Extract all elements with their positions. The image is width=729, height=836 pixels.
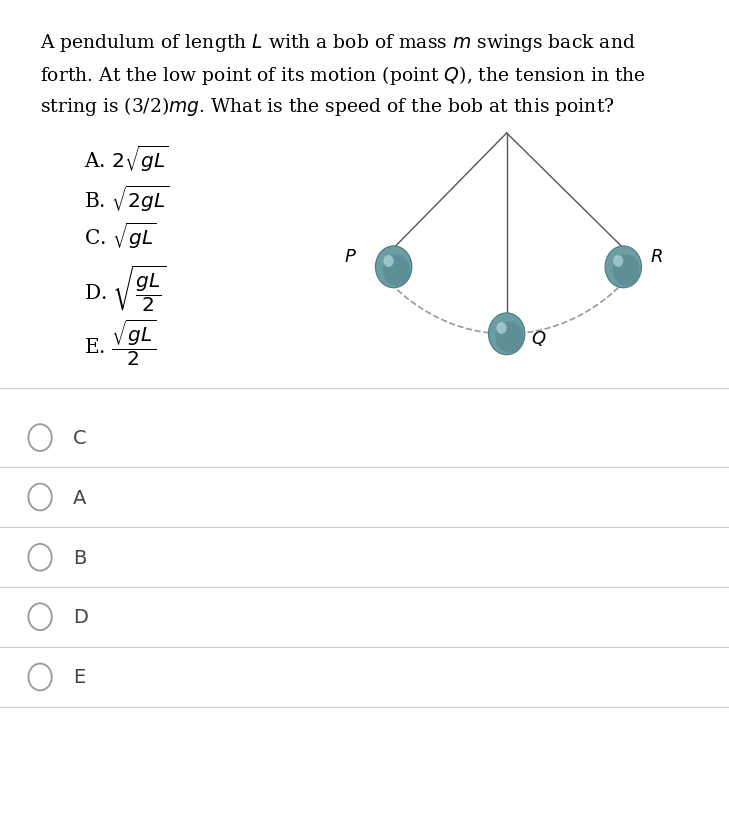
- Text: A: A: [73, 488, 86, 507]
- Circle shape: [383, 255, 410, 286]
- Text: forth. At the low point of its motion (point $Q$), the tension in the: forth. At the low point of its motion (p…: [40, 64, 646, 86]
- Text: A. $2\sqrt{gL}$: A. $2\sqrt{gL}$: [84, 144, 168, 174]
- Text: D. $\sqrt{\dfrac{gL}{2}}$: D. $\sqrt{\dfrac{gL}{2}}$: [84, 263, 166, 314]
- Text: C: C: [73, 429, 87, 447]
- Circle shape: [496, 322, 523, 354]
- Text: A pendulum of length $L$ with a bob of mass $m$ swings back and: A pendulum of length $L$ with a bob of m…: [40, 32, 636, 54]
- Text: D: D: [73, 608, 87, 626]
- Circle shape: [488, 314, 525, 355]
- Text: E. $\dfrac{\sqrt{gL}}{2}$: E. $\dfrac{\sqrt{gL}}{2}$: [84, 318, 156, 368]
- Text: E: E: [73, 668, 85, 686]
- Circle shape: [383, 256, 394, 268]
- Text: B. $\sqrt{2gL}$: B. $\sqrt{2gL}$: [84, 184, 169, 214]
- Circle shape: [375, 247, 412, 288]
- Circle shape: [612, 255, 640, 286]
- Circle shape: [605, 247, 642, 288]
- Text: C. $\sqrt{gL}$: C. $\sqrt{gL}$: [84, 221, 157, 251]
- Text: $Q$: $Q$: [531, 329, 546, 348]
- Circle shape: [613, 256, 623, 268]
- Text: string is (3/2)$mg$. What is the speed of the bob at this point?: string is (3/2)$mg$. What is the speed o…: [40, 95, 615, 118]
- Circle shape: [496, 323, 507, 334]
- Text: $P$: $P$: [344, 248, 357, 266]
- Text: B: B: [73, 548, 86, 567]
- Text: $R$: $R$: [650, 248, 663, 266]
